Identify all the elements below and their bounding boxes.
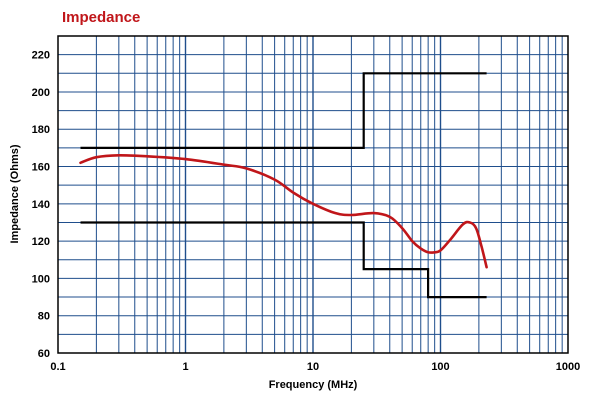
y-tick-label: 80 <box>38 311 50 323</box>
grid <box>58 35 568 354</box>
y-tick-label: 120 <box>32 236 50 248</box>
x-tick-label: 0.1 <box>50 361 65 373</box>
y-tick-label: 220 <box>32 50 50 62</box>
y-tick-label: 160 <box>32 162 50 174</box>
y-tick-label: 60 <box>38 348 50 360</box>
x-tick-label: 1000 <box>556 361 580 373</box>
upper-limit-line <box>80 72 487 149</box>
measured-curve-layer <box>79 153 488 269</box>
chart-title: Impedance <box>62 9 140 26</box>
limit-lines <box>80 72 487 299</box>
x-tick-label: 100 <box>431 361 449 373</box>
x-axis-title: Frequency (MHz) <box>269 379 358 391</box>
lower-limit-line <box>80 221 487 299</box>
y-tick-label: 200 <box>32 87 50 99</box>
y-tick-label: 180 <box>32 124 50 136</box>
x-tick-labels: 0.1 1 10 100 1000 <box>50 361 580 373</box>
measured-impedance-curve <box>79 153 488 269</box>
y-tick-label: 100 <box>32 273 50 285</box>
y-tick-label: 140 <box>32 199 50 211</box>
plot-frame <box>57 35 569 354</box>
y-axis-title: Impedance (Ohms) <box>9 144 21 243</box>
y-tick-labels: 60 80 100 120 140 160 180 200 220 <box>32 50 50 360</box>
x-tick-label: 1 <box>182 361 188 373</box>
x-tick-label: 10 <box>307 361 319 373</box>
